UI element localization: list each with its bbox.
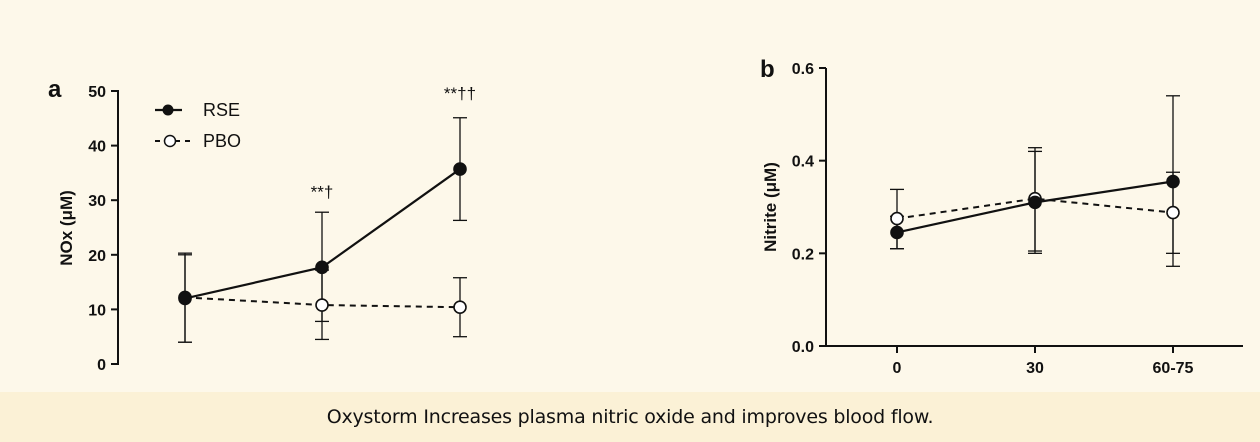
panel-b-y-axis-label: Nitrite (μM): [761, 162, 780, 252]
panel-b-filled-point: [1028, 195, 1042, 210]
panel-a-open-point: [315, 298, 329, 312]
legend-rse-label: RSE: [203, 100, 240, 120]
panel-b-series-line-dashed: [896, 197, 1174, 220]
panel-a-filled-point: [315, 260, 329, 275]
significance-annotation: **††: [444, 84, 476, 103]
panel-a-y-tick-label: 20: [88, 248, 106, 265]
panel-b-x-tick-label: 30: [1026, 360, 1044, 377]
panel-b-y-ticks: 0.0 0.2 0.4 0.6: [792, 61, 826, 356]
panel-b-filled-point: [890, 225, 904, 240]
panel-b-open-point: [890, 211, 904, 226]
panel-b-x-tick-label: 60-75: [1153, 360, 1194, 377]
panel-b-label: b: [760, 56, 775, 83]
caption-bar: Oxystorm Increases plasma nitric oxide a…: [0, 392, 1260, 442]
panel-b-chart: b 0.0 0.2 0.4 0.6 0 30 60-75 Nitrite (μM): [760, 56, 1243, 377]
panel-a-series: [178, 117, 467, 343]
panel-a-y-axis-label: NOx (μM): [57, 190, 76, 266]
panel-b-y-tick-label: 0.0: [792, 339, 814, 356]
panel-a-y-tick-label: 0: [97, 357, 106, 374]
panel-b-series: [890, 95, 1180, 267]
figure-caption: Oxystorm Increases plasma nitric oxide a…: [326, 406, 934, 428]
panel-b-x-ticks: 0 30 60-75: [893, 346, 1194, 377]
legend: RSE PBO: [155, 100, 241, 151]
panel-a-y-tick-label: 30: [88, 193, 106, 210]
panel-a-y-tick-label: 10: [88, 302, 106, 319]
significance-annotation: **†: [311, 182, 334, 201]
panel-a-annotations: **† **††: [311, 84, 476, 201]
legend-pbo-label: PBO: [203, 131, 241, 151]
panel-b-open-point: [1166, 205, 1180, 220]
legend-pbo-marker: [163, 134, 177, 148]
panel-b-y-tick-label: 0.2: [792, 246, 814, 263]
panel-a-open-point: [453, 300, 467, 315]
panel-b-y-tick-label: 0.4: [792, 154, 814, 171]
panel-a-filled-point: [453, 162, 467, 176]
panel-a-label: a: [48, 76, 62, 103]
legend-rse-marker: [162, 104, 174, 116]
panel-a-chart: a 0 10 20 30 40 50 NOx (μM) **† **†† RSE PBO: [48, 76, 476, 374]
panel-b-x-tick-label: 0: [893, 360, 902, 377]
panel-a-y-tick-label: 40: [88, 139, 106, 156]
panel-a-y-tick-label: 50: [88, 84, 106, 101]
panel-b-filled-point: [1166, 174, 1180, 189]
panel-a-filled-point: [178, 291, 192, 306]
panel-a-y-ticks: 0 10 20 30 40 50: [88, 84, 118, 374]
panel-b-y-tick-label: 0.6: [792, 61, 814, 78]
